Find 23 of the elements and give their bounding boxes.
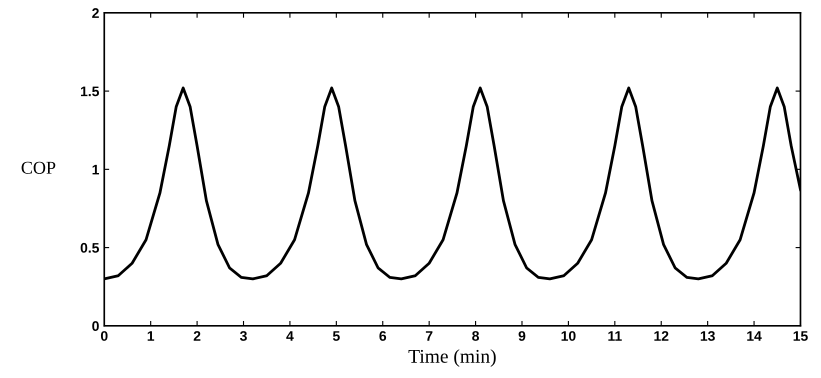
x-tick-label: 13 — [700, 331, 715, 341]
x-tick-label: 12 — [654, 331, 668, 341]
x-tick-label: 2 — [194, 331, 200, 341]
x-tick-label: 9 — [518, 331, 526, 341]
x-tick-label: 11 — [608, 331, 622, 341]
x-tick-label: 15 — [794, 331, 808, 341]
x-tick-label: 14 — [747, 331, 762, 341]
y-tick-label: 0 — [92, 321, 99, 332]
y-tick-label: 1 — [92, 164, 100, 174]
y-tick-label: 2 — [92, 8, 99, 18]
x-tick-label: 3 — [240, 331, 247, 341]
y-tick-label: 1.5 — [80, 86, 100, 96]
x-tick-label: 7 — [426, 331, 432, 341]
x-tick-label: 8 — [472, 331, 480, 341]
y-tick-label: 0.5 — [80, 242, 100, 253]
x-tick-label: 6 — [379, 331, 386, 341]
x-axis-title: Time (min) — [408, 349, 496, 367]
x-tick-label: 1 — [148, 331, 154, 341]
y-axis-title: COP — [22, 162, 56, 174]
x-tick-label: 4 — [286, 331, 294, 341]
x-tick-label: 5 — [332, 331, 340, 341]
x-tick-label: 0 — [100, 331, 108, 341]
x-tick-label: 10 — [562, 331, 576, 341]
